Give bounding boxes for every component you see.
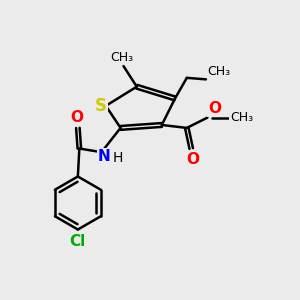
Text: CH₃: CH₃ (110, 51, 134, 64)
Text: O: O (208, 101, 221, 116)
Text: Cl: Cl (70, 234, 86, 249)
Text: H: H (112, 152, 123, 166)
Text: CH₃: CH₃ (207, 65, 230, 78)
Text: S: S (94, 97, 106, 115)
Text: CH₃: CH₃ (230, 111, 253, 124)
Text: N: N (98, 149, 110, 164)
Text: O: O (70, 110, 83, 125)
Text: O: O (186, 152, 199, 167)
